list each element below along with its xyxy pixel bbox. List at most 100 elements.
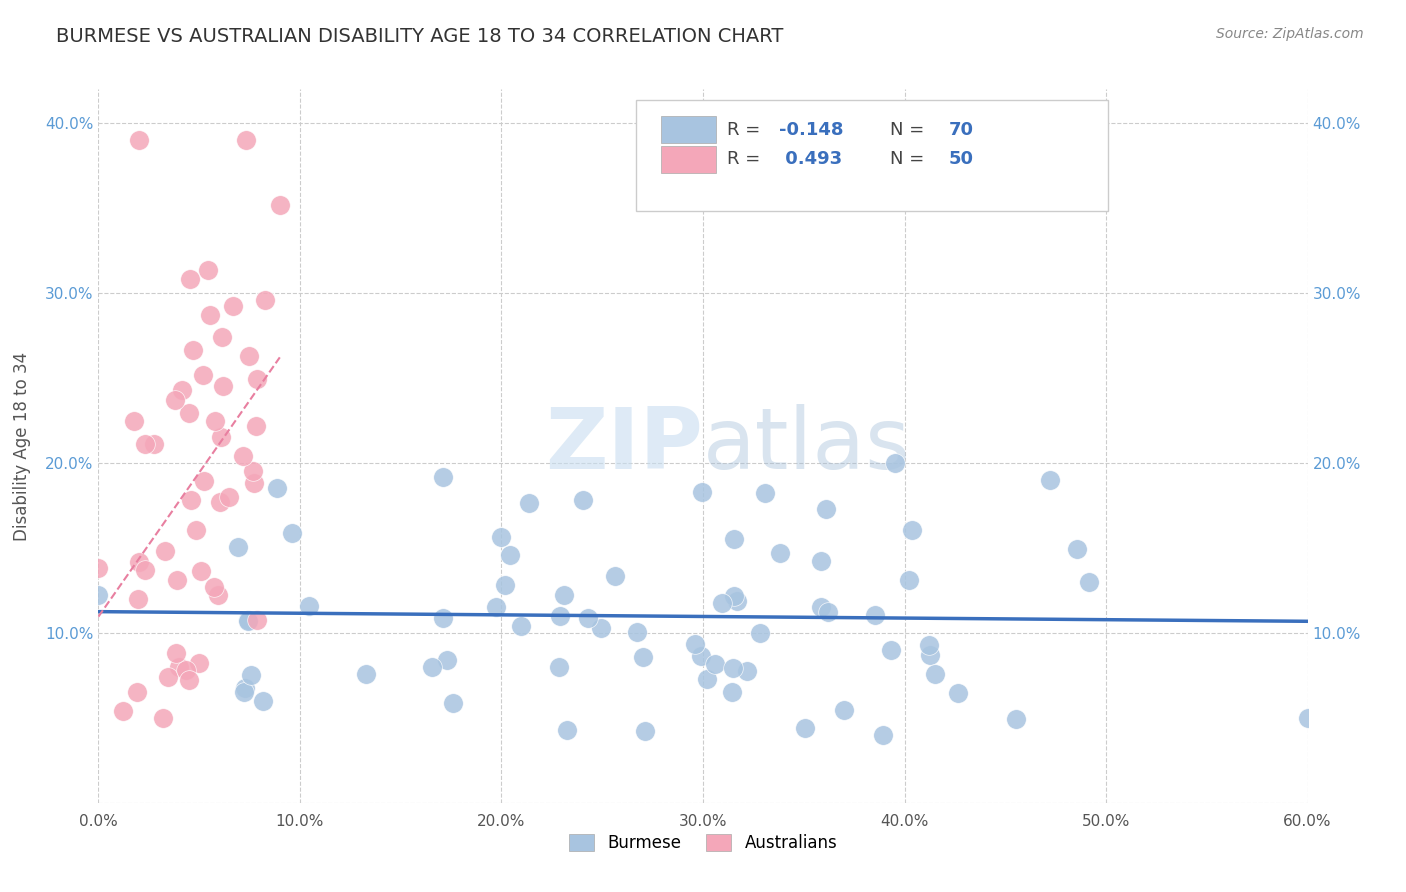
Point <box>723 589 745 603</box>
Point <box>749 625 772 640</box>
Point <box>510 619 533 633</box>
Point <box>918 638 941 652</box>
Text: Source: ZipAtlas.com: Source: ZipAtlas.com <box>1216 27 1364 41</box>
Point <box>180 492 202 507</box>
Point <box>754 486 776 500</box>
Point <box>432 611 454 625</box>
Y-axis label: Disability Age 18 to 34: Disability Age 18 to 34 <box>13 351 31 541</box>
Point <box>218 490 240 504</box>
Point <box>605 569 627 583</box>
Text: -0.148: -0.148 <box>779 121 844 139</box>
Point <box>191 368 214 382</box>
Point <box>491 530 513 544</box>
Point <box>690 648 713 663</box>
Point <box>127 591 149 606</box>
Point <box>572 493 595 508</box>
Text: atlas: atlas <box>703 404 911 488</box>
Point <box>735 664 758 678</box>
Point <box>721 685 744 699</box>
Point <box>125 685 148 699</box>
Point <box>683 637 706 651</box>
Point <box>245 418 267 433</box>
Point <box>198 308 221 322</box>
Point <box>634 723 657 738</box>
Point <box>576 611 599 625</box>
Point <box>946 686 969 700</box>
Point <box>254 293 277 307</box>
Text: N =: N = <box>890 150 931 168</box>
Point <box>555 723 578 737</box>
Text: ZIP: ZIP <box>546 404 703 488</box>
Point <box>181 343 204 357</box>
Legend: Burmese, Australians: Burmese, Australians <box>562 827 844 859</box>
Point <box>356 667 378 681</box>
Point <box>872 728 894 742</box>
Point <box>232 685 254 699</box>
Point <box>725 594 748 608</box>
Point <box>142 437 165 451</box>
Point <box>631 649 654 664</box>
Point <box>485 600 508 615</box>
Point <box>232 450 254 464</box>
Point <box>235 133 257 147</box>
Point <box>238 614 260 628</box>
Point <box>498 548 520 562</box>
Point <box>810 599 832 614</box>
Text: 0.493: 0.493 <box>779 150 842 168</box>
Point <box>186 523 208 537</box>
Point <box>548 659 571 673</box>
Point <box>166 573 188 587</box>
Point <box>266 482 288 496</box>
Point <box>204 414 226 428</box>
Text: R =: R = <box>727 121 766 139</box>
Point <box>87 561 110 575</box>
Point <box>883 456 905 470</box>
Text: 70: 70 <box>949 121 973 139</box>
Point <box>815 501 838 516</box>
Point <box>211 330 233 344</box>
Point <box>769 545 792 559</box>
Point <box>834 703 856 717</box>
Point <box>153 543 176 558</box>
Point <box>898 574 921 588</box>
Text: BURMESE VS AUSTRALIAN DISABILITY AGE 18 TO 34 CORRELATION CHART: BURMESE VS AUSTRALIAN DISABILITY AGE 18 … <box>56 27 783 45</box>
Point <box>207 588 229 602</box>
Point <box>238 613 260 627</box>
Point <box>134 563 156 577</box>
Point <box>553 588 575 602</box>
Point <box>211 430 233 444</box>
Point <box>863 608 886 623</box>
Point <box>167 659 190 673</box>
Point <box>1078 575 1101 590</box>
Point <box>817 605 839 619</box>
Point <box>177 406 200 420</box>
Point <box>880 642 903 657</box>
Point <box>233 681 256 696</box>
Point <box>721 661 744 675</box>
Point <box>298 599 321 614</box>
Point <box>156 671 179 685</box>
Point <box>238 349 260 363</box>
Point <box>420 660 443 674</box>
Point <box>222 299 245 313</box>
Point <box>128 554 150 568</box>
Point <box>711 596 734 610</box>
Point <box>436 653 458 667</box>
Point <box>128 133 150 147</box>
Point <box>152 711 174 725</box>
Point <box>441 696 464 710</box>
Point <box>165 646 187 660</box>
Point <box>924 666 946 681</box>
Point <box>1039 473 1062 487</box>
Point <box>190 564 212 578</box>
Point <box>432 469 454 483</box>
Point <box>177 673 200 688</box>
Point <box>193 474 215 488</box>
Text: 50: 50 <box>949 150 973 168</box>
Point <box>281 525 304 540</box>
FancyBboxPatch shape <box>661 116 716 143</box>
Point <box>134 437 156 451</box>
Point <box>208 495 231 509</box>
Point <box>692 484 714 499</box>
Point <box>900 524 922 538</box>
